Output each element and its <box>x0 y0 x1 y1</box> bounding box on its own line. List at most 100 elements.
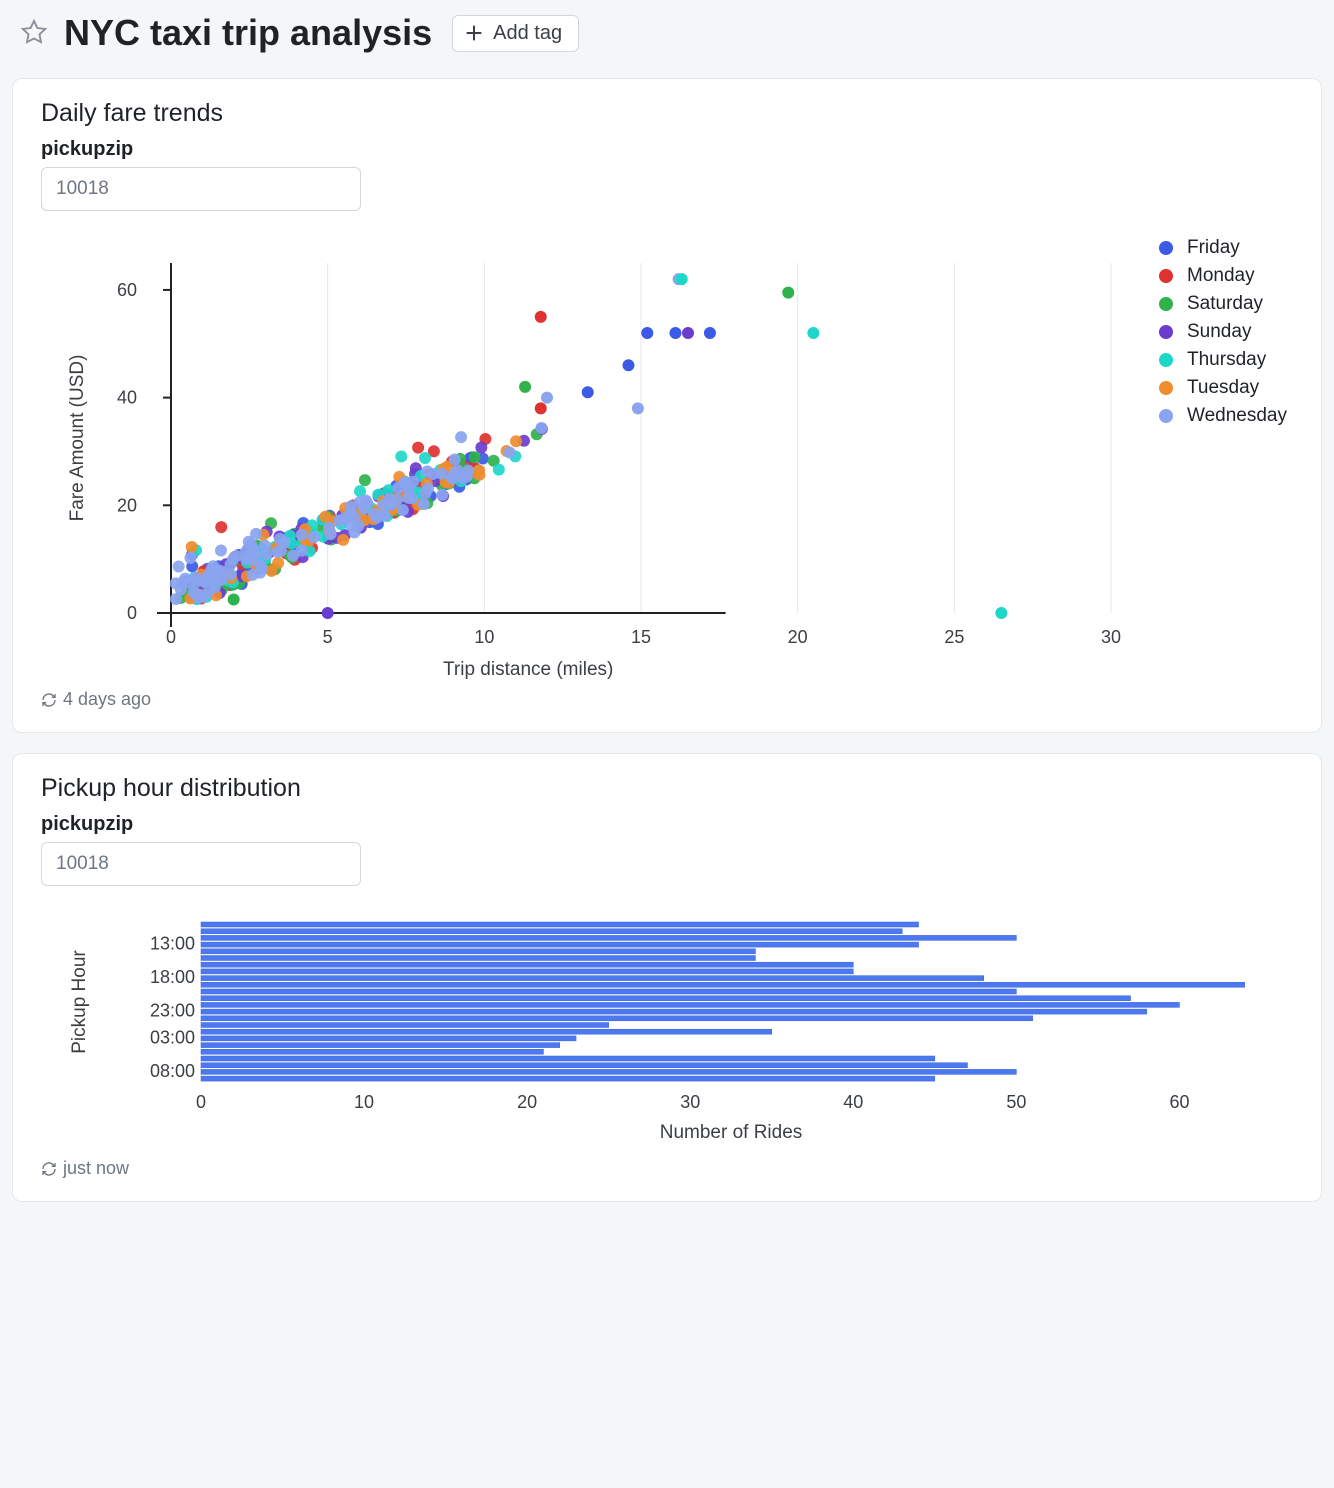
svg-text:Fare Amount (USD): Fare Amount (USD) <box>67 355 88 522</box>
bar <box>201 922 919 927</box>
bar <box>201 956 755 961</box>
legend-item-monday[interactable]: Monday <box>1159 265 1287 287</box>
bar <box>201 1016 1033 1021</box>
svg-text:15: 15 <box>631 627 651 647</box>
scatter-point <box>449 453 461 465</box>
svg-text:Trip distance (miles): Trip distance (miles) <box>443 659 613 680</box>
scatter-point <box>535 311 547 323</box>
svg-text:18:00: 18:00 <box>150 967 195 987</box>
refresh-icon <box>41 692 57 708</box>
favorite-star-button[interactable] <box>16 14 52 53</box>
svg-text:40: 40 <box>843 1092 863 1112</box>
scatter-point <box>173 560 185 572</box>
legend-dot <box>1159 297 1173 311</box>
scatter-point <box>337 534 349 546</box>
legend-item-saturday[interactable]: Saturday <box>1159 293 1287 315</box>
legend-dot <box>1159 409 1173 423</box>
scatter-point <box>243 536 255 548</box>
param-label: pickupzip <box>41 813 1293 836</box>
refresh-icon <box>41 1161 57 1177</box>
scatter-point <box>641 327 653 339</box>
scatter-point <box>395 451 407 463</box>
legend-item-wednesday[interactable]: Wednesday <box>1159 405 1287 427</box>
scatter-point <box>254 567 266 579</box>
svg-text:0: 0 <box>196 1092 206 1112</box>
svg-text:5: 5 <box>323 627 333 647</box>
bar <box>201 929 902 934</box>
scatter-point <box>201 587 213 599</box>
scatter-point <box>455 431 467 443</box>
scatter-point <box>215 544 227 556</box>
legend-item-sunday[interactable]: Sunday <box>1159 321 1287 343</box>
bar <box>201 1056 935 1061</box>
legend-dot <box>1159 325 1173 339</box>
scatter-point <box>473 469 485 481</box>
pickupzip-input[interactable] <box>41 167 361 211</box>
scatter-point <box>493 464 505 476</box>
panel-title: Daily fare trends <box>41 99 1293 128</box>
bar <box>201 989 1016 994</box>
scatter-point <box>296 529 308 541</box>
svg-text:25: 25 <box>944 627 964 647</box>
bar <box>201 976 984 981</box>
scatter-point <box>184 552 196 564</box>
scatter-point <box>319 511 331 523</box>
scatter-point <box>995 607 1007 619</box>
scatter-point <box>260 549 272 561</box>
scatter-point <box>782 287 794 299</box>
bar <box>201 1043 560 1048</box>
scatter-point <box>704 327 716 339</box>
legend-dot <box>1159 241 1173 255</box>
bar <box>201 1049 543 1054</box>
scatter-point <box>379 510 391 522</box>
scatter-point <box>510 435 522 447</box>
add-tag-button[interactable]: Add tag <box>452 15 579 52</box>
legend-item-friday[interactable]: Friday <box>1159 237 1287 259</box>
scatter-point <box>227 553 239 565</box>
panel-daily-fare-trends: Daily fare trends pickupzip 051015202530… <box>12 78 1322 733</box>
scatter-point <box>462 465 474 477</box>
legend-item-thursday[interactable]: Thursday <box>1159 349 1287 371</box>
scatter-point <box>418 498 430 510</box>
scatter-point <box>225 569 237 581</box>
scatter-point <box>412 442 424 454</box>
bar <box>201 935 1016 940</box>
svg-text:20: 20 <box>788 627 808 647</box>
bar <box>201 942 919 947</box>
scatter-point <box>274 533 286 545</box>
legend-label: Monday <box>1187 265 1255 287</box>
pickupzip-input[interactable] <box>41 842 361 886</box>
bar-svg: 03:0008:0013:0018:0023:000102030405060Nu… <box>41 908 1271 1152</box>
scatter-chart: 0510152025300204060Trip distance (miles)… <box>41 233 1293 683</box>
bar <box>201 969 853 974</box>
bar <box>201 962 853 967</box>
scatter-point <box>535 422 547 434</box>
scatter-point <box>228 594 240 606</box>
svg-text:Number of Rides: Number of Rides <box>660 1122 803 1143</box>
svg-text:30: 30 <box>1101 627 1121 647</box>
svg-text:60: 60 <box>1169 1092 1189 1112</box>
panel-title: Pickup hour distribution <box>41 774 1293 803</box>
svg-text:50: 50 <box>1006 1092 1026 1112</box>
scatter-point <box>308 531 320 543</box>
svg-text:08:00: 08:00 <box>150 1061 195 1081</box>
legend-label: Wednesday <box>1187 405 1287 427</box>
scatter-point <box>246 554 258 566</box>
scatter-point <box>325 528 337 540</box>
scatter-point <box>535 402 547 414</box>
legend-item-tuesday[interactable]: Tuesday <box>1159 377 1287 399</box>
scatter-point <box>345 506 357 518</box>
svg-text:10: 10 <box>354 1092 374 1112</box>
scatter-point <box>175 583 187 595</box>
bar <box>201 1002 1179 1007</box>
page-title: NYC taxi trip analysis <box>64 12 432 54</box>
scatter-point <box>807 327 819 339</box>
scatter-point <box>676 273 688 285</box>
add-tag-label: Add tag <box>493 22 562 45</box>
scatter-svg: 0510152025300204060Trip distance (miles)… <box>41 233 1111 683</box>
svg-text:20: 20 <box>517 1092 537 1112</box>
panel-pickup-hour-distribution: Pickup hour distribution pickupzip 03:00… <box>12 753 1322 1202</box>
scatter-point <box>419 452 431 464</box>
bar <box>201 949 755 954</box>
svg-text:23:00: 23:00 <box>150 1001 195 1021</box>
